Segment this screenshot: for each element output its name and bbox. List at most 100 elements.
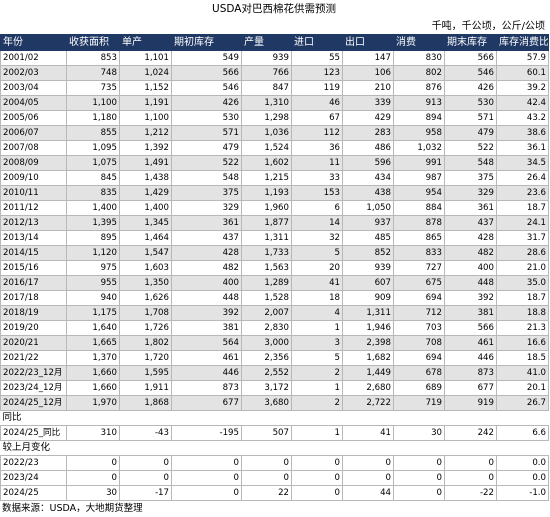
value-cell: 1,602	[241, 155, 292, 171]
table-row: 2001/02 853 1,101 549 939 55 147 830 566 57.9	[0, 50, 549, 66]
value-cell: 147	[342, 50, 394, 66]
value-cell: 42.4	[496, 95, 549, 111]
column-header: 期末库存	[444, 34, 497, 51]
value-cell: 1	[291, 320, 343, 336]
value-cell: 873	[444, 365, 497, 381]
table-row: 2017/18 940 1,626 448 1,528 18 909 694 392 18.7	[0, 290, 549, 306]
value-cell: 991	[393, 155, 445, 171]
row-label-cell: 2013/14	[0, 230, 67, 246]
row-label-cell: 2005/06	[0, 110, 67, 126]
value-cell: 1,595	[119, 365, 172, 381]
table-row: 2022/23_12月 1,660 1,595 446 2,552 2 1,449 678 87…	[0, 365, 549, 381]
value-cell: 0	[444, 455, 497, 471]
value-cell: 310	[66, 425, 120, 441]
value-cell: 564	[171, 335, 242, 351]
value-cell: 0	[444, 470, 497, 486]
value-cell: 596	[342, 155, 394, 171]
value-cell: 1,970	[66, 395, 120, 411]
table-row: 2023/24_12月 1,660 1,911 873 3,172 1 2,680 689 67…	[0, 380, 549, 396]
value-cell: 1,095	[66, 140, 120, 156]
value-cell: 0	[171, 485, 242, 501]
value-cell: 392	[171, 305, 242, 321]
table-title: USDA对巴西棉花供需预测	[212, 3, 336, 15]
value-cell: 30	[66, 485, 120, 501]
table-row: 2013/14 895 1,464 437 1,311 32 485 865 428 31.7	[0, 230, 549, 246]
value-cell: -43	[119, 425, 172, 441]
value-cell: 0	[393, 455, 445, 471]
row-label-cell: 2019/20	[0, 320, 67, 336]
value-cell: 1,392	[119, 140, 172, 156]
value-cell: 954	[393, 185, 445, 201]
data-table-sheet: USDA对巴西棉花供需预测 千吨，千公顷，公斤/公顷 年份 收获面积 单产 期初库存产…	[0, 3, 549, 514]
value-cell: 375	[171, 185, 242, 201]
value-cell: 14	[291, 215, 343, 231]
value-cell: 428	[444, 230, 497, 246]
value-cell: 2,007	[241, 305, 292, 321]
value-cell: 210	[342, 80, 394, 96]
value-cell: -195	[171, 425, 242, 441]
value-cell: 735	[66, 80, 120, 96]
value-cell: 479	[444, 125, 497, 141]
table-row: 2003/04 735 1,152 546 847 119 210 876 426 39.2	[0, 80, 549, 96]
value-cell: 507	[241, 425, 292, 441]
value-cell: 548	[444, 155, 497, 171]
value-cell: 1,524	[241, 140, 292, 156]
value-cell: 1,438	[119, 170, 172, 186]
value-cell: 6	[291, 200, 343, 216]
value-cell: 482	[171, 260, 242, 276]
value-cell: 1,193	[241, 185, 292, 201]
section-label: 较上月变化	[2, 442, 51, 453]
value-cell: 31.7	[496, 230, 549, 246]
value-cell: 55	[291, 50, 343, 66]
value-cell: 0	[241, 470, 292, 486]
value-cell: 28.6	[496, 245, 549, 261]
units-note: 千吨，千公顷，公斤/公顷	[431, 21, 545, 32]
value-cell: 153	[291, 185, 343, 201]
table-row: 2024/25_同比 310 -43 -195 507 1 41 30 242 6.6	[0, 425, 549, 441]
value-cell: 1,640	[66, 320, 120, 336]
value-cell: 119	[291, 80, 343, 96]
value-cell: 38.6	[496, 125, 549, 141]
value-cell: 719	[393, 395, 445, 411]
row-label-cell: 2024/25	[0, 485, 67, 501]
value-cell: 1,660	[66, 380, 120, 396]
value-cell: 381	[171, 320, 242, 336]
value-cell: 41	[342, 425, 394, 441]
value-cell: 329	[444, 185, 497, 201]
value-cell: 57.9	[496, 50, 549, 66]
value-cell: 5	[291, 350, 343, 366]
value-cell: 429	[342, 110, 394, 126]
value-cell: 22	[241, 485, 292, 501]
value-cell: 1,212	[119, 125, 172, 141]
value-cell: 1,660	[66, 365, 120, 381]
value-cell: 703	[393, 320, 445, 336]
value-cell: 876	[393, 80, 445, 96]
value-cell: 426	[171, 95, 242, 111]
value-cell: 3,172	[241, 380, 292, 396]
value-cell: 1,429	[119, 185, 172, 201]
value-cell: 607	[342, 275, 394, 291]
value-cell: 546	[171, 80, 242, 96]
row-label-cell: 2020/21	[0, 335, 67, 351]
table-row: 2008/09 1,075 1,491 522 1,602 11 596 991 548 34.5	[0, 155, 549, 171]
table-row: 2004/05 1,100 1,191 426 1,310 46 339 913 530 42.4	[0, 95, 549, 111]
value-cell: 548	[171, 170, 242, 186]
value-cell: 522	[444, 140, 497, 156]
value-cell: 18	[291, 290, 343, 306]
value-cell: 41.0	[496, 365, 549, 381]
value-cell: 855	[66, 125, 120, 141]
row-label-cell: 2002/03	[0, 65, 67, 81]
value-cell: 919	[444, 395, 497, 411]
value-cell: 873	[171, 380, 242, 396]
column-header: 收获面积	[66, 34, 120, 51]
value-cell: 694	[393, 290, 445, 306]
value-cell: 448	[444, 275, 497, 291]
value-cell: 3,680	[241, 395, 292, 411]
column-header: 库存消费比	[496, 34, 549, 51]
value-cell: 106	[342, 65, 394, 81]
value-cell: 712	[393, 305, 445, 321]
value-cell: 34.5	[496, 155, 549, 171]
column-header: 进口	[291, 34, 343, 51]
value-cell: 30	[393, 425, 445, 441]
value-cell: 1,626	[119, 290, 172, 306]
